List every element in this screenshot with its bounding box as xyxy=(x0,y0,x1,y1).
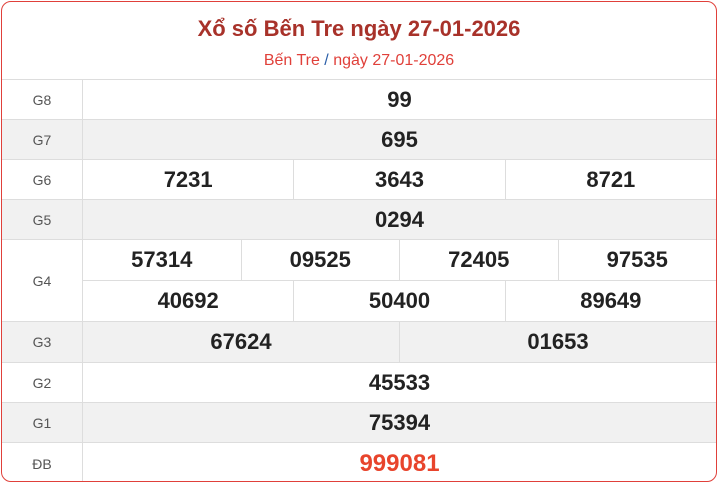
prize-number: 09525 xyxy=(240,240,400,280)
prize-label: G7 xyxy=(2,119,83,160)
prize-row-g3: G3 67624 01653 xyxy=(2,321,716,363)
prize-label: G4 xyxy=(2,239,83,322)
prize-number: 57314 xyxy=(131,247,193,272)
prize-number: 45533 xyxy=(82,362,716,403)
results-table: G8 99 G7 695 G6 7231 3643 8721 G5 0294 G4 5… xyxy=(2,80,717,481)
prize-number: 89649 xyxy=(504,281,716,321)
prize-row-g1: G1 75394 xyxy=(2,402,716,443)
prize-label: G1 xyxy=(2,402,83,443)
prize-number: 97535 xyxy=(557,240,717,280)
prize-number: 8721 xyxy=(504,160,716,199)
prize-label: ĐB xyxy=(2,442,83,481)
prize-number: 3643 xyxy=(293,160,504,199)
breadcrumb: Bến Tre / ngày 27-01-2026 xyxy=(2,51,716,71)
prize-row-g7: G7 695 xyxy=(2,119,716,160)
prize-label: G2 xyxy=(2,362,83,403)
page-title: Xổ số Bến Tre ngày 27-01-2026 xyxy=(197,16,521,41)
prize-label: G8 xyxy=(2,80,83,120)
special-prize-number: 999081 xyxy=(82,442,716,481)
breadcrumb-separator: / xyxy=(324,52,329,69)
prize-number: 99 xyxy=(82,80,716,120)
prize-row-special: ĐB 999081 xyxy=(2,442,716,481)
prize-label: G6 xyxy=(2,159,83,200)
prize-number: 695 xyxy=(82,119,716,160)
prize-row-g4: G4 57314 09525 72405 97535 40692 50400 8… xyxy=(2,239,717,322)
prize-number: 50400 xyxy=(293,281,504,321)
prize-row-g5: G5 0294 xyxy=(2,199,716,240)
header: Xổ số Bến Tre ngày 27-01-2026 Bến Tre / … xyxy=(2,2,716,80)
prize-label: G5 xyxy=(2,199,83,240)
breadcrumb-date[interactable]: ngày 27-01-2026 xyxy=(333,52,455,69)
breadcrumb-province[interactable]: Bến Tre xyxy=(263,52,320,69)
prize-row-g6: G6 7231 3643 8721 xyxy=(2,159,716,200)
prize-number: 01653 xyxy=(399,322,716,362)
prize-number: 0294 xyxy=(82,199,716,240)
prize-number: 7231 xyxy=(163,166,213,192)
prize-label: G3 xyxy=(2,321,83,363)
prize-number: 75394 xyxy=(82,402,716,443)
prize-number: 72405 xyxy=(399,240,558,280)
prize-number: 40692 xyxy=(157,288,219,313)
prize-number: 67624 xyxy=(210,329,272,354)
prize-row-g8: G8 99 xyxy=(2,80,716,120)
prize-row-g2: G2 45533 xyxy=(2,362,716,403)
